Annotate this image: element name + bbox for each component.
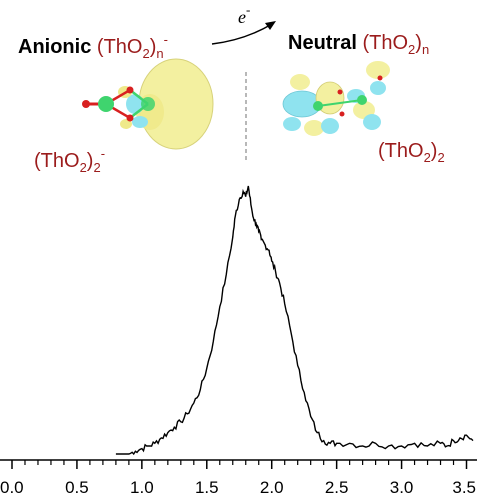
yellow-orbital-lobe xyxy=(304,120,324,136)
formula-close: ) xyxy=(86,150,94,172)
formula-sub-count: 2 xyxy=(437,150,445,165)
oxygen-atom xyxy=(337,89,343,95)
formula-base: (ThO xyxy=(362,32,409,54)
bond xyxy=(317,99,363,107)
formula-sub-n: n xyxy=(421,42,430,57)
cyan-orbital-lobe xyxy=(321,118,339,134)
formula-base: (ThO xyxy=(378,140,424,162)
thorium-atom xyxy=(141,97,155,111)
oxygen-atom xyxy=(126,86,134,94)
formula-close: ) xyxy=(149,36,157,58)
cyan-orbital-lobe xyxy=(283,117,301,131)
thorium-atom xyxy=(357,95,367,105)
x-tick-label: 1.0 xyxy=(130,478,154,497)
cyan-orbital-lobe xyxy=(126,94,144,114)
formula-base: (ThO xyxy=(34,150,80,172)
x-tick-label: 2.5 xyxy=(325,478,349,497)
oxygen-atom xyxy=(339,111,345,117)
formula-close: ) xyxy=(430,140,438,162)
neutral-heading: Neutral (ThO2)n xyxy=(288,32,429,57)
x-tick-label: 0.5 xyxy=(65,478,89,497)
neutral-word: Neutral xyxy=(288,32,357,54)
anionic-dimer-label: (ThO2)2- xyxy=(34,146,105,175)
x-tick-label: 2.0 xyxy=(260,478,284,497)
cyan-orbital-lobe-2 xyxy=(132,116,148,128)
formula-charge: - xyxy=(163,32,168,47)
electron-symbol: e xyxy=(238,7,246,27)
formula-sub-count: 2 xyxy=(93,160,101,175)
arrow-head-icon xyxy=(265,21,276,30)
x-ticks: 0.0 0.5 1.0 1.5 2.0 2.5 3.0 3.5 xyxy=(0,460,476,497)
electron-label: e- xyxy=(238,2,250,28)
oxygen-atom xyxy=(126,114,134,122)
formula-base: (ThO xyxy=(96,36,143,58)
x-tick-label: 3.0 xyxy=(390,478,414,497)
neutral-formula: (ThO2)n xyxy=(362,32,430,57)
yellow-orbital-lobe-4 xyxy=(120,119,132,129)
formula-close: ) xyxy=(415,32,422,54)
anionic-heading: Anionic (ThO2)n- xyxy=(18,32,168,61)
anionic-formula: (ThO2)n- xyxy=(96,32,168,61)
spectrum-plot: 0.0 0.5 1.0 1.5 2.0 2.5 3.0 3.5 xyxy=(0,185,477,497)
thorium-atom xyxy=(313,101,323,111)
formula-sub-n: n xyxy=(156,46,164,61)
neutral-orbital-inset xyxy=(282,61,390,136)
x-tick-label: 1.5 xyxy=(195,478,219,497)
oxygen-atom xyxy=(377,75,383,81)
yellow-orbital-lobe xyxy=(366,61,390,79)
x-tick-label: 3.5 xyxy=(452,478,476,497)
oxygen-atom xyxy=(82,100,90,108)
neutral-dimer-label: (ThO2)2 xyxy=(378,140,445,165)
cyan-orbital-lobe xyxy=(370,81,386,95)
formula-charge: - xyxy=(100,146,106,161)
anionic-orbital-inset xyxy=(82,58,214,150)
formula-sub: 2 xyxy=(142,46,150,61)
formula-sub: 2 xyxy=(79,160,87,175)
anionic-word: Anionic xyxy=(18,36,92,58)
electron-charge: - xyxy=(246,2,251,17)
thorium-atom xyxy=(98,96,114,112)
formula-sub: 2 xyxy=(408,42,416,57)
x-tick-label: 0.0 xyxy=(0,478,24,497)
formula-sub: 2 xyxy=(423,150,431,165)
spectrum-line xyxy=(115,185,474,456)
yellow-orbital-lobe xyxy=(290,74,310,90)
cyan-orbital-lobe xyxy=(363,114,381,130)
electron-transfer-arrow xyxy=(211,23,273,45)
